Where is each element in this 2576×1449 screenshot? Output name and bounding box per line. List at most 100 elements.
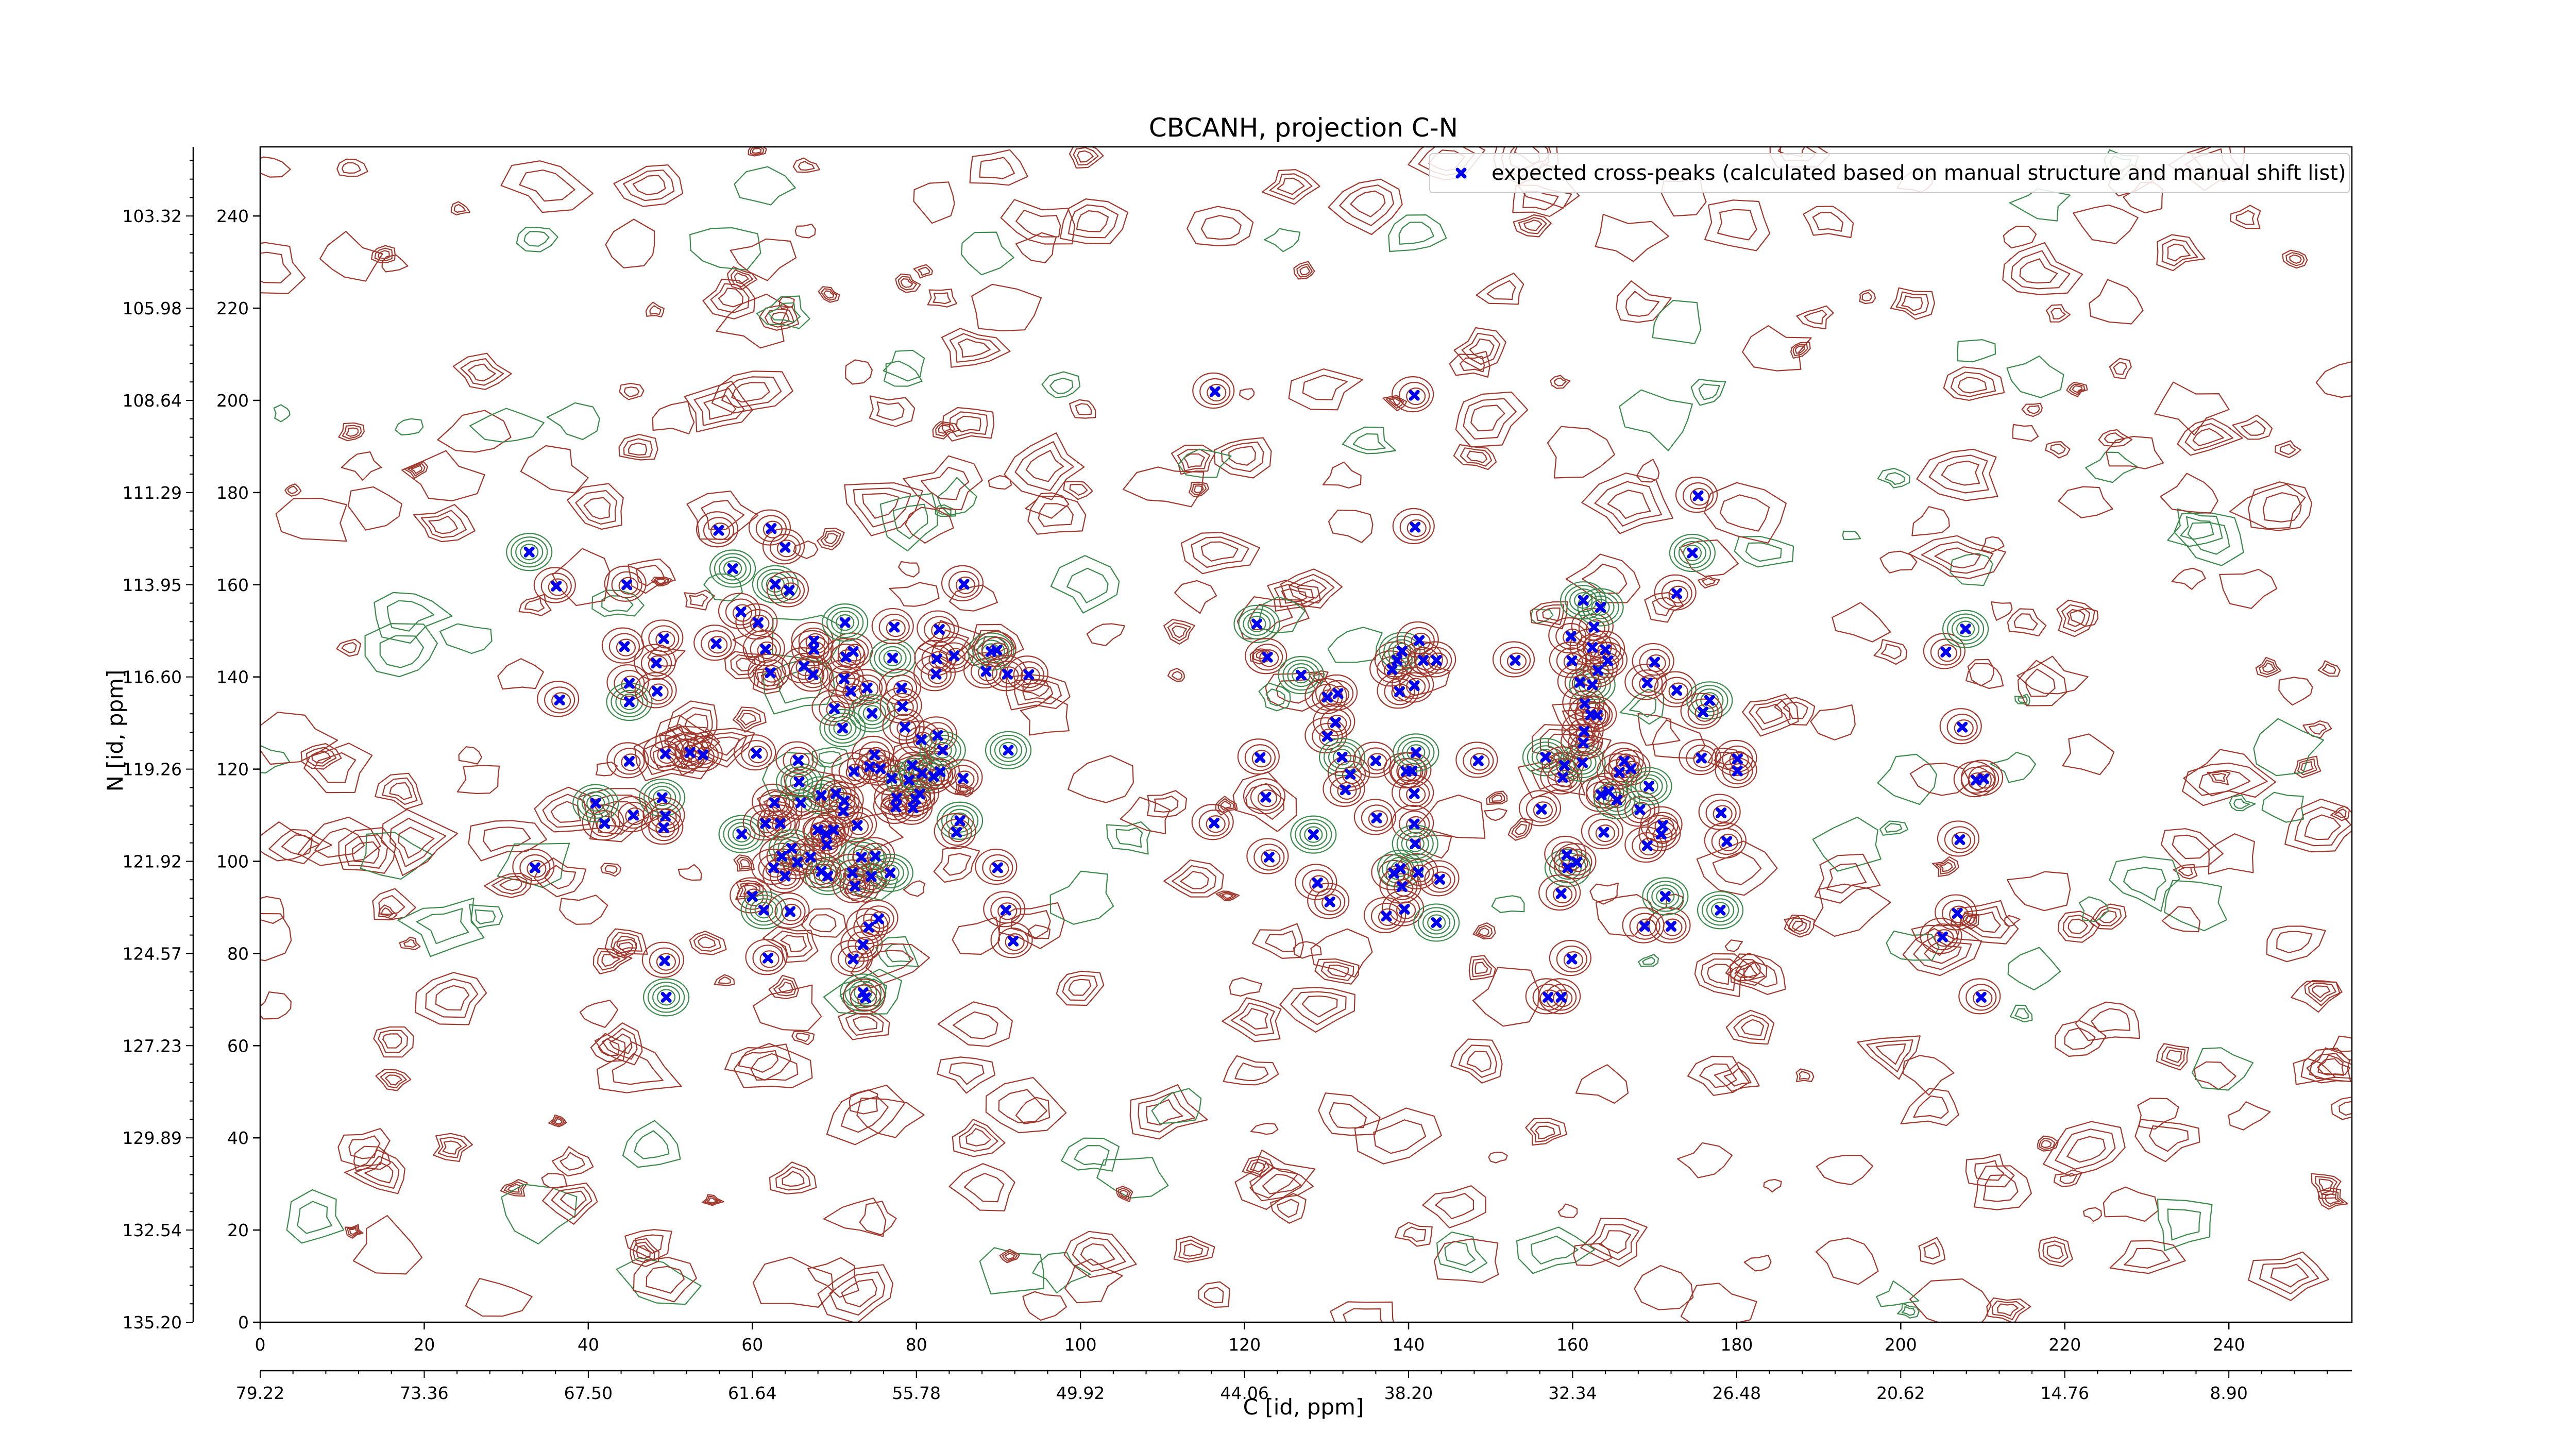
noise-contour: [1861, 292, 1872, 301]
peak-contour: [948, 824, 968, 843]
peak-contour: [648, 982, 685, 1013]
cross-peak: [1587, 642, 1598, 653]
noise-contour: [1289, 574, 1335, 604]
noise-contour: [374, 247, 393, 261]
y-ppm-tick-label: 119.26: [123, 760, 182, 780]
noise-contour: [1461, 332, 1501, 365]
noise-contour: [826, 1084, 906, 1145]
noise-contour: [1991, 1300, 2025, 1320]
peak-contour: [845, 763, 866, 782]
legend: expected cross-peaks (calculated based o…: [1429, 153, 2350, 193]
noise-contour: [1636, 459, 1660, 483]
cross-peak: [954, 815, 965, 827]
noise-contour: [342, 425, 362, 440]
cross-peak: [1588, 621, 1600, 633]
cross-peak: [1666, 921, 1677, 932]
peak-contour: [849, 981, 877, 1005]
peak-contour: [1951, 617, 1980, 641]
cross-peak: [628, 810, 639, 821]
noise-contour: [732, 706, 767, 733]
peak-contour: [998, 742, 1018, 759]
peak-contour: [1290, 815, 1337, 854]
noise-contour: [1435, 1193, 1474, 1220]
noise-contour: [1025, 450, 1064, 482]
peak-contour: [1680, 693, 1723, 729]
noise-contour: [284, 483, 302, 497]
noise-contour: [1204, 1287, 1224, 1304]
peak-contour: [1392, 508, 1435, 545]
peak-contour: [620, 693, 639, 711]
noise-contour: [903, 880, 926, 897]
noise-contour: [795, 1033, 810, 1042]
noise-contour: [2067, 918, 2088, 934]
noise-contour: [2322, 663, 2336, 674]
noise-contour: [2232, 414, 2273, 440]
cross-peak: [1639, 921, 1651, 932]
peak-contour: [655, 631, 675, 649]
noise-contour: [736, 658, 756, 671]
peak-contour: [703, 517, 735, 544]
noise-contour: [2293, 1058, 2336, 1085]
noise-contour: [706, 1197, 718, 1204]
cross-peak: [760, 818, 771, 829]
noise-contour: [352, 841, 380, 864]
peak-contour: [994, 738, 1023, 763]
peak-contour: [642, 734, 685, 771]
cross-peak: [1209, 817, 1220, 829]
cross-peak: [1321, 731, 1333, 742]
cross-peak: [1975, 991, 1987, 1003]
noise-contour: [1784, 914, 1815, 938]
noise-contour: [655, 579, 666, 584]
noise-contour: [2089, 903, 2127, 930]
y-ppm-tick-label: 105.98: [123, 298, 182, 318]
noise-contour: [1248, 603, 1293, 630]
cross-peak: [1324, 896, 1335, 907]
peak-contour: [766, 576, 785, 593]
peak-contour: [790, 752, 810, 770]
noise-contour: [1877, 753, 1937, 805]
noise-contour: [2284, 798, 2352, 853]
cross-peak: [1312, 878, 1323, 889]
peak-contour: [614, 748, 645, 775]
peak-contour: [754, 902, 773, 919]
noise-contour: [1719, 494, 1770, 532]
noise-contour: [1469, 338, 1495, 360]
peak-contour: [1233, 604, 1280, 643]
y-tick-label: 200: [216, 391, 249, 411]
noise-contour: [2109, 1240, 2186, 1274]
peak-contour: [1246, 838, 1289, 874]
noise-contour: [1327, 964, 1349, 978]
noise-contour: [1642, 956, 1655, 965]
noise-contour: [739, 858, 750, 868]
cross-peak: [1603, 786, 1615, 797]
peak-contour: [1323, 742, 1361, 773]
noise-contour: [499, 879, 522, 891]
noise-contour: [1857, 1035, 1921, 1080]
noise-contour: [2233, 798, 2250, 809]
noise-contour: [2266, 925, 2326, 963]
cross-peak: [1687, 547, 1698, 559]
noise-contour: [542, 794, 589, 828]
peak-contour: [860, 919, 880, 937]
peak-contour: [1679, 739, 1721, 776]
noise-contour: [769, 1161, 817, 1194]
cross-peak: [887, 652, 899, 664]
cross-peak: [839, 673, 850, 684]
noise-contour: [1795, 1068, 1815, 1083]
noise-contour: [2306, 1047, 2351, 1082]
noise-contour: [1291, 991, 1347, 1025]
peak-contour: [1506, 652, 1527, 670]
noise-contour: [591, 589, 645, 617]
noise-contour: [1774, 697, 1816, 726]
peak-contour: [788, 838, 831, 874]
noise-contour: [1895, 291, 1929, 316]
noise-contour: [275, 498, 347, 542]
noise-contour: [1327, 627, 1383, 663]
noise-contour: [2058, 486, 2113, 518]
noise-contour: [2171, 567, 2206, 590]
noise-contour: [689, 594, 708, 607]
noise-contour: [756, 295, 810, 329]
peak-contour: [852, 849, 871, 866]
noise-contour: [1531, 608, 1554, 624]
cross-peak: [551, 580, 562, 592]
